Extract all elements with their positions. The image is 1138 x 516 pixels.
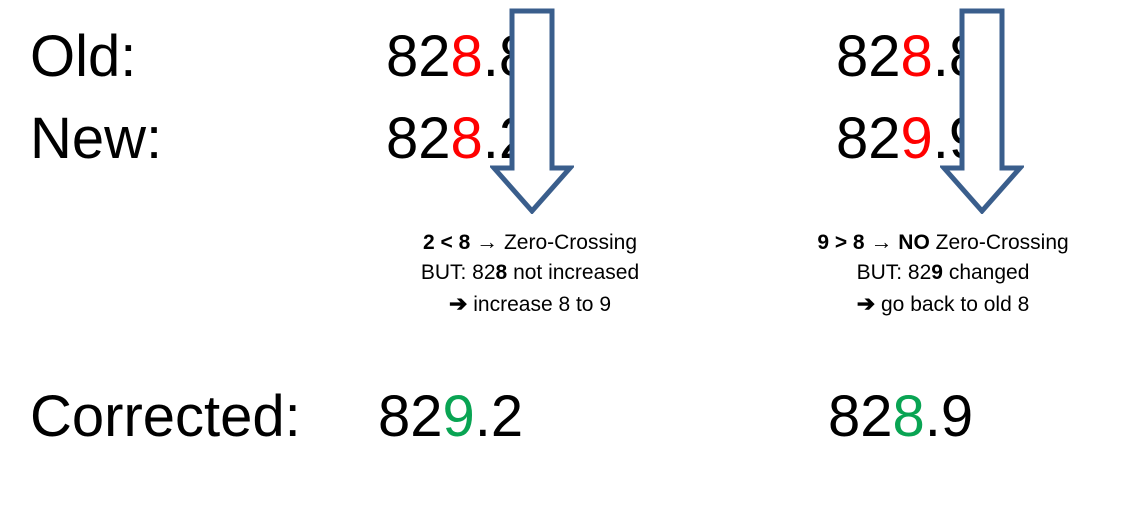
explanation-right-line2-prefix: BUT: 82 <box>856 260 932 284</box>
value-corrected-left-prefix: 82 <box>378 384 443 449</box>
bold-right-arrow-icon: ➔ <box>448 290 468 316</box>
explanation-right-line1-text: Zero-Crossing <box>935 231 1069 254</box>
explanation-right-line1-condition: 9 > 8 <box>817 231 865 254</box>
explanation-left-line1-text: Zero-Crossing <box>503 231 638 254</box>
explanation-left-line1: 2 < 8 → Zero-Crossing <box>380 226 680 258</box>
explanation-right-line3: ➔ go back to old 8 <box>778 288 1108 320</box>
value-new-right: 829.9 <box>836 110 981 168</box>
bold-right-arrow-icon: ➔ <box>856 290 876 316</box>
explanation-right: 9 > 8 → NO Zero-Crossing BUT: 829 change… <box>778 226 1108 319</box>
value-old-right-prefix: 82 <box>836 24 901 89</box>
explanation-right-line3-text: go back to old 8 <box>881 292 1030 316</box>
explanation-left: 2 < 8 → Zero-Crossing BUT: 828 not incre… <box>380 226 680 319</box>
value-old-right-highlight: 8 <box>900 24 933 89</box>
explanation-left-line3-text: increase 8 to 9 <box>473 292 612 316</box>
value-corrected-left: 829.2 <box>378 388 523 446</box>
explanation-left-line3: ➔ increase 8 to 9 <box>380 288 680 320</box>
explanation-right-line1-emphasis: NO <box>898 231 930 254</box>
value-old-left-prefix: 82 <box>386 24 451 89</box>
value-corrected-left-highlight: 9 <box>442 384 475 449</box>
value-corrected-left-suffix: .2 <box>474 384 524 449</box>
value-corrected-right-suffix: .9 <box>924 384 974 449</box>
explanation-right-line1: 9 > 8 → NO Zero-Crossing <box>778 226 1108 258</box>
value-corrected-right-highlight: 8 <box>892 384 925 449</box>
value-corrected-right: 828.9 <box>828 388 973 446</box>
value-old-left-highlight: 8 <box>450 24 483 89</box>
explanation-left-line1-condition: 2 < 8 <box>422 231 471 254</box>
value-new-right-prefix: 82 <box>836 106 901 171</box>
explanation-right-line2-text: changed <box>948 260 1030 284</box>
row-label-corrected: Corrected: <box>30 384 301 449</box>
value-corrected-right-prefix: 82 <box>828 384 893 449</box>
right-arrow-icon: → <box>870 229 893 254</box>
row-label-old: Old: <box>30 24 137 89</box>
explanation-right-line2: BUT: 829 changed <box>778 258 1108 288</box>
value-new-left-prefix: 82 <box>386 106 451 171</box>
row-label-new: New: <box>30 106 163 171</box>
explanation-left-line2: BUT: 828 not increased <box>380 258 680 288</box>
value-new-right-highlight: 9 <box>900 106 933 171</box>
right-arrow-icon: → <box>476 229 499 254</box>
explanation-left-line2-prefix: BUT: 82 <box>420 260 496 284</box>
down-arrow-icon-right <box>940 8 1024 214</box>
value-new-left-highlight: 8 <box>450 106 483 171</box>
explanation-left-line2-text: not increased <box>513 260 640 284</box>
explanation-right-line2-digit: 9 <box>931 260 943 284</box>
down-arrow-icon-left <box>490 8 574 214</box>
explanation-left-line2-digit: 8 <box>495 260 508 284</box>
